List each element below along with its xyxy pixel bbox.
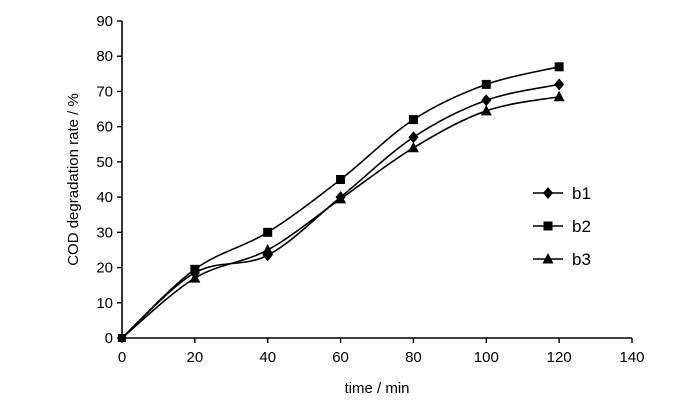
data-point-b2 bbox=[263, 227, 273, 237]
legend-label-b1: b1 bbox=[572, 184, 591, 203]
data-point-b2 bbox=[481, 79, 491, 89]
y-tick-label: 80 bbox=[96, 48, 113, 65]
y-tick-label: 50 bbox=[96, 154, 113, 171]
y-tick-label: 90 bbox=[96, 13, 113, 30]
y-tick-label: 70 bbox=[96, 83, 113, 100]
x-tick-label: 140 bbox=[619, 349, 644, 366]
x-tick-label: 60 bbox=[332, 349, 349, 366]
legend-marker-b1 bbox=[543, 187, 553, 199]
data-point-b3 bbox=[189, 272, 201, 283]
x-tick-label: 100 bbox=[474, 349, 499, 366]
series-line-b3 bbox=[121, 95, 560, 339]
data-point-b1 bbox=[554, 78, 565, 91]
y-tick-label: 10 bbox=[96, 295, 113, 312]
x-axis-title: time / min bbox=[344, 380, 409, 397]
x-tick-label: 120 bbox=[547, 349, 572, 366]
data-point-b2 bbox=[408, 115, 418, 125]
data-point-origin bbox=[118, 334, 126, 342]
y-axis-title: COD degradation rate / % bbox=[65, 93, 82, 266]
data-point-b1 bbox=[481, 94, 492, 107]
data-point-b3 bbox=[262, 243, 274, 255]
legend-marker-b3 bbox=[542, 253, 554, 264]
legend-marker-b2 bbox=[543, 221, 553, 231]
y-tick-label: 20 bbox=[96, 260, 113, 277]
y-tick-label: 60 bbox=[96, 119, 113, 136]
x-tick-label: 40 bbox=[259, 349, 276, 366]
data-point-b1 bbox=[408, 131, 419, 144]
y-tick-label: 40 bbox=[96, 189, 113, 206]
data-point-b2 bbox=[554, 62, 564, 72]
legend-label-b3: b3 bbox=[572, 250, 591, 269]
x-tick-label: 80 bbox=[405, 349, 422, 366]
data-point-b3 bbox=[335, 192, 347, 204]
data-point-b3 bbox=[407, 141, 419, 153]
data-point-b3 bbox=[480, 104, 492, 116]
x-tick-label: 0 bbox=[118, 349, 126, 366]
data-point-b3 bbox=[553, 90, 565, 102]
y-tick-label: 0 bbox=[105, 330, 113, 347]
data-point-b2 bbox=[336, 175, 346, 184]
series-line-b1 bbox=[121, 83, 560, 339]
y-tick-label: 30 bbox=[96, 224, 113, 241]
legend-label-b2: b2 bbox=[572, 217, 591, 236]
x-tick-label: 20 bbox=[187, 349, 204, 366]
data-point-b2 bbox=[190, 264, 200, 274]
